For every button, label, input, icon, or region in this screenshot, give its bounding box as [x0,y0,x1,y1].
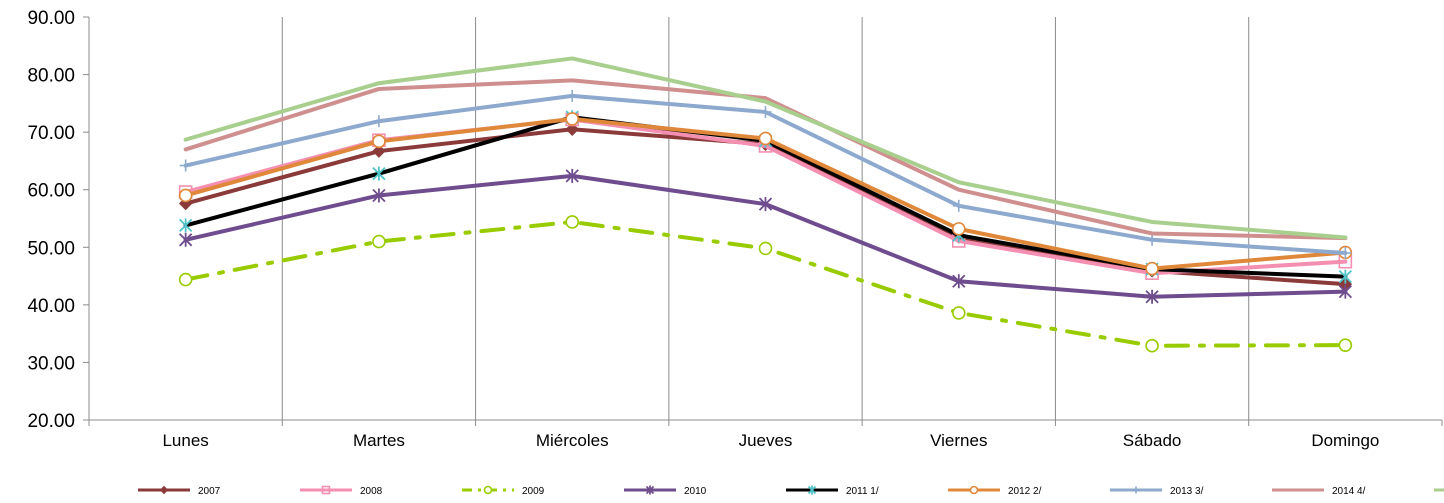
data-point-marker [758,241,773,256]
y-tick-label: 30.00 [27,353,75,374]
series-line [183,56,1348,240]
data-point-marker [952,274,966,289]
y-tick-label: 70.00 [27,123,75,144]
series-2010 [179,168,1352,304]
data-point-marker [179,232,193,247]
legend: 2007 2008 2009 2010 2011 1/2012 2/2013 3/201… [138,485,1444,497]
data-point-marker [1145,338,1159,353]
series-2009 [178,215,1353,353]
data-point-marker [179,218,193,233]
data-point-marker [372,188,386,203]
data-point-marker [372,134,386,149]
series-line [183,78,1348,241]
data-point-marker [372,234,386,249]
data-point-marker [951,306,966,320]
series-2015-5 [183,56,1348,240]
data-point-marker [1338,269,1352,284]
legend-item: 2013 3/ [1110,486,1204,497]
legend-item: 2008 [300,485,383,497]
series-2014-4 [183,78,1348,241]
x-tick-label: Miércoles [536,431,609,450]
legend-item: 2007 [138,485,221,497]
data-point-marker [565,112,580,126]
x-tick-label: Lunes [162,431,208,450]
x-tick-label: Martes [353,431,405,450]
data-point-marker [372,115,385,128]
legend-item: 2011 1/ [786,485,879,497]
series-line [183,93,1348,256]
legend-label: 2013 3/ [1170,486,1204,497]
data-point-marker [807,485,817,495]
legend-item: 2009 [462,485,545,497]
data-point-marker [565,168,579,183]
legend-label: 2011 1/ [846,486,879,497]
series-lines [178,56,1353,353]
legend-item: 2012 2/ [948,485,1042,497]
x-tick-label: Jueves [739,431,793,450]
legend-label: 2008 [360,486,383,497]
data-point-marker [565,215,580,229]
legend-label: 2012 2/ [1008,486,1042,497]
legend-label: 2014 4/ [1332,486,1366,497]
data-point-marker [372,166,386,181]
y-tick-label: 60.00 [27,181,75,202]
data-point-marker [1145,261,1159,276]
data-point-marker [758,131,773,146]
y-tick-label: 50.00 [27,238,75,259]
data-point-marker [969,485,979,495]
legend-label: 2007 [198,486,221,497]
y-tick-label: 90.00 [27,8,75,29]
data-point-marker [1146,233,1159,246]
data-point-marker [178,188,193,203]
data-point-marker [1338,284,1352,299]
data-point-marker [321,485,331,495]
series-2012-2 [178,112,1353,276]
data-point-marker [645,485,655,495]
legend-item: 2014 4/ [1272,486,1366,497]
x-tick-label: Viernes [930,431,987,450]
y-tick-label: 80.00 [27,66,75,87]
data-point-marker [1339,247,1352,260]
legend-item: 2015 5/ [1434,488,1444,492]
data-point-marker [1145,289,1159,304]
data-point-marker [1338,338,1353,352]
data-point-marker [759,105,772,118]
data-point-marker [566,89,579,102]
data-point-marker [179,159,192,172]
data-point-marker [483,485,493,495]
legend-item: 2010 [624,485,707,497]
data-point-marker [1132,486,1140,494]
data-point-marker [951,222,966,236]
data-point-marker [178,196,193,211]
series-2013-3 [179,89,1352,260]
x-tick-label: Domingo [1311,431,1379,450]
y-tick-label: 20.00 [27,411,75,432]
data-point-marker [159,485,169,495]
data-point-marker [952,199,965,212]
legend-label: 2009 [522,486,545,497]
axes: 20.00 30.00 40.00 50.00 60.00 70.00 80.00 90.00… [27,8,1443,450]
data-point-marker [758,197,773,212]
y-tick-label: 40.00 [27,296,75,317]
legend-label: 2010 [684,486,707,497]
data-point-marker [372,144,386,158]
series-line [183,173,1348,299]
x-tick-label: Sábado [1123,431,1182,450]
data-point-marker [178,272,193,287]
